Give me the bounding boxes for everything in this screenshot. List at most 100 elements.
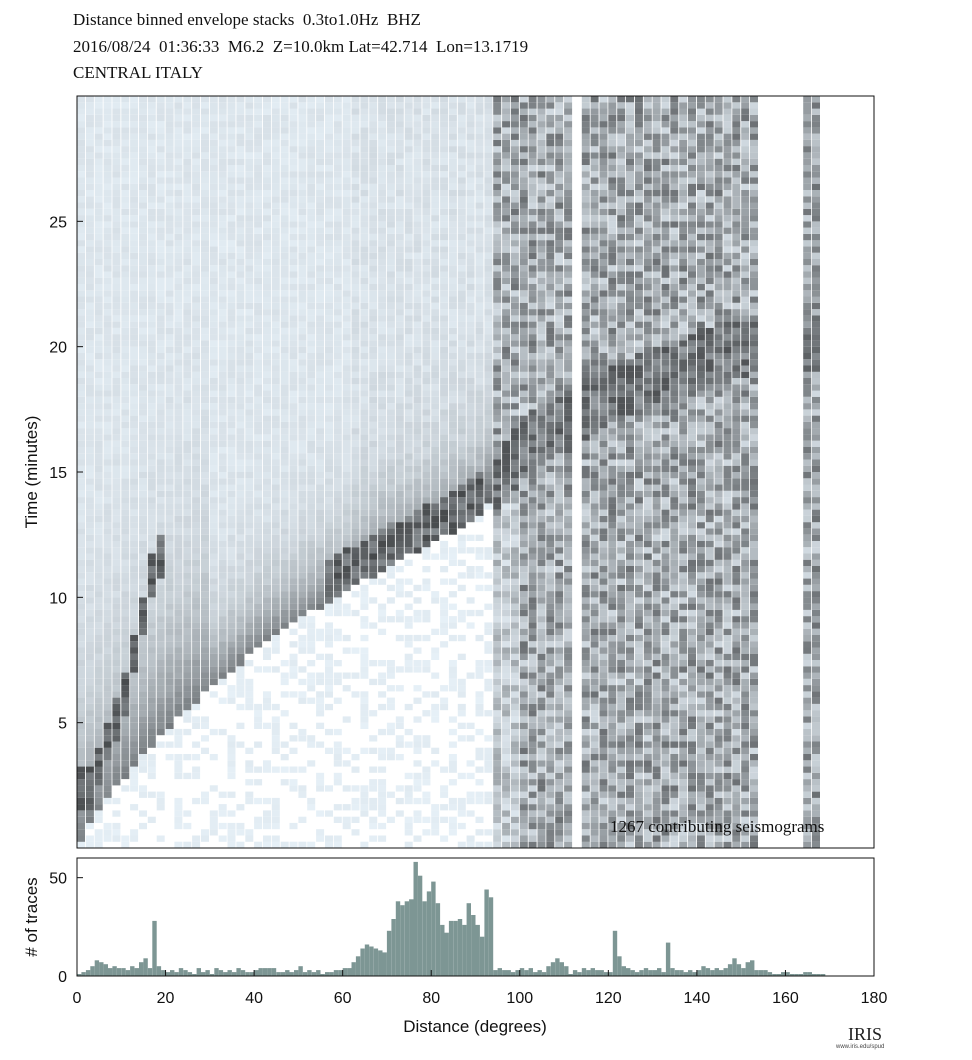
heatmap-cell xyxy=(94,158,103,165)
heatmap-cell xyxy=(386,208,395,216)
heatmap-cell xyxy=(103,296,112,303)
heatmap-cell xyxy=(209,127,218,134)
heatmap-cell xyxy=(77,403,85,410)
heatmap-cell xyxy=(378,352,387,360)
heatmap-cell xyxy=(378,227,387,234)
heatmap-cell xyxy=(112,346,121,353)
heatmap-cell xyxy=(130,540,139,548)
heatmap-cell xyxy=(271,622,280,629)
heatmap-cell xyxy=(236,703,245,711)
heatmap-cell xyxy=(369,108,378,115)
heatmap-cell xyxy=(236,352,245,360)
heatmap-cell xyxy=(325,352,333,360)
heatmap-cell xyxy=(351,509,360,516)
heatmap-cell xyxy=(147,509,156,516)
heatmap-cell xyxy=(201,258,209,266)
heatmap-cell xyxy=(209,233,218,241)
heatmap-cell xyxy=(174,628,183,635)
heatmap-cell xyxy=(121,196,130,203)
heatmap-cell xyxy=(404,509,413,516)
heatmap-cell xyxy=(85,766,94,773)
heatmap-cell xyxy=(307,215,316,222)
heatmap-cell xyxy=(165,528,174,535)
heatmap-cell xyxy=(484,434,493,441)
heatmap-cell xyxy=(254,440,263,447)
heatmap-cell xyxy=(183,428,192,435)
heatmap-cell xyxy=(457,321,466,328)
heatmap-cell xyxy=(94,340,103,347)
heatmap-cell xyxy=(85,196,94,203)
heatmap-cell xyxy=(139,415,147,422)
heatmap-cell xyxy=(130,121,139,128)
heatmap-cell xyxy=(85,666,94,673)
heatmap-cell xyxy=(174,672,183,679)
heatmap-cell xyxy=(245,622,254,629)
heatmap-cell xyxy=(156,290,165,297)
heatmap-cell xyxy=(271,716,280,723)
heatmap-cell xyxy=(245,384,254,391)
heatmap-cell xyxy=(360,258,369,266)
heatmap-cell xyxy=(413,152,422,159)
heatmap-cell xyxy=(289,171,298,178)
heatmap-cell xyxy=(165,246,174,253)
heatmap-cell xyxy=(254,190,263,197)
heatmap-cell xyxy=(130,772,139,780)
heatmap-cell xyxy=(85,584,94,592)
heatmap-cell xyxy=(422,547,431,554)
heatmap-cell xyxy=(413,284,422,291)
heatmap-cell xyxy=(342,403,351,410)
heatmap-cell xyxy=(271,428,280,435)
heatmap-cell xyxy=(227,359,236,366)
heatmap-cell xyxy=(475,566,484,573)
heatmap-cell xyxy=(369,566,378,573)
heatmap-cell xyxy=(85,428,94,435)
heatmap-cell xyxy=(316,678,325,686)
heatmap-cell xyxy=(342,453,351,460)
heatmap-cell xyxy=(112,271,121,278)
heatmap-cell xyxy=(192,553,201,560)
heatmap-cell xyxy=(245,446,254,454)
heatmap-cell xyxy=(165,102,174,109)
heatmap-cell xyxy=(493,835,502,842)
heatmap-cell xyxy=(316,478,325,485)
heatmap-cell xyxy=(174,158,183,165)
heatmap-cell xyxy=(192,528,201,535)
heatmap-cell xyxy=(378,384,387,391)
heatmap-cell xyxy=(298,415,307,422)
heatmap-cell xyxy=(422,384,431,391)
heatmap-cell xyxy=(466,227,475,234)
heatmap-cell xyxy=(325,534,333,541)
heatmap-cell xyxy=(236,421,245,429)
heatmap-cell xyxy=(245,403,254,410)
heatmap-cell xyxy=(218,622,227,629)
heatmap-cell xyxy=(440,566,449,573)
heatmap-cell xyxy=(280,409,289,416)
heatmap-cell xyxy=(440,346,449,353)
heatmap-cell xyxy=(395,309,404,316)
heatmap-cell xyxy=(263,841,271,848)
heatmap-cell xyxy=(183,290,192,297)
heatmap-cell xyxy=(395,797,404,805)
heatmap-cell xyxy=(271,146,280,153)
heatmap-cell xyxy=(271,183,280,190)
heatmap-cell xyxy=(112,741,121,748)
heatmap-cell xyxy=(103,509,112,516)
heatmap-cell xyxy=(85,409,94,416)
heatmap-cell xyxy=(316,459,325,466)
heatmap-cell xyxy=(130,741,139,748)
heatmap-cell xyxy=(85,578,94,585)
heatmap-cell xyxy=(94,246,103,253)
heatmap-cell xyxy=(103,484,112,491)
heatmap-cell xyxy=(289,252,298,259)
heatmap-cell xyxy=(263,490,271,498)
heatmap-cell xyxy=(263,252,271,259)
heatmap-cell xyxy=(307,428,316,435)
heatmap-cell xyxy=(85,703,94,711)
heatmap-cell xyxy=(360,390,369,397)
heatmap-cell xyxy=(431,415,440,422)
heatmap-cell xyxy=(245,484,254,491)
heatmap-cell xyxy=(139,478,147,485)
heatmap-cell xyxy=(112,171,121,178)
heatmap-cell xyxy=(183,378,192,385)
heatmap-cell xyxy=(174,728,183,736)
